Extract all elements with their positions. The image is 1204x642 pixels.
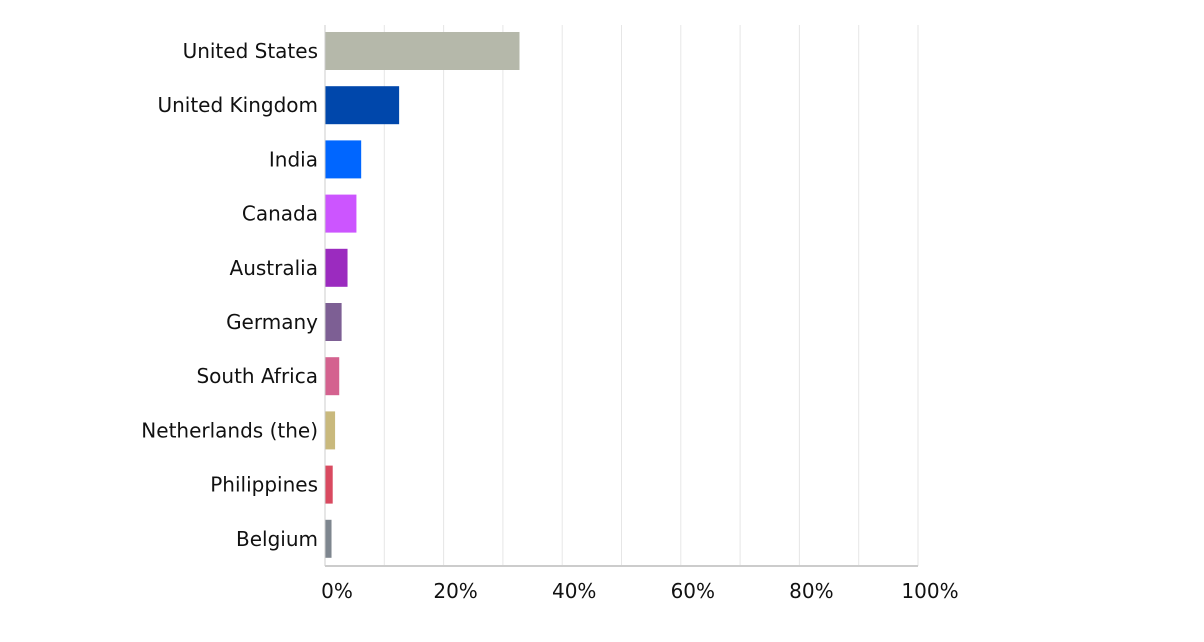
category-label: United Kingdom [157,93,318,117]
bar [325,519,332,558]
gridlines [383,25,919,566]
category-label: Germany [226,310,318,334]
x-axis-tick-labels: 0% 20% 40% 60% 80% 100% [321,579,958,603]
category-label: Netherlands (the) [141,418,318,442]
bar [325,140,362,179]
x-tick-label: 80% [789,579,833,603]
category-labels: United States United Kingdom India Canada Au… [141,39,318,551]
bar [325,465,333,504]
bar [325,86,400,125]
x-tick-label: 20% [433,579,477,603]
bar [325,303,342,341]
category-label: Australia [230,256,318,280]
bar [325,194,357,233]
category-label: South Africa [196,364,318,388]
bar [325,32,520,70]
category-label: Belgium [236,527,318,551]
x-tick-label: 100% [901,579,958,603]
x-tick-label: 0% [321,579,353,603]
category-label: United States [183,39,318,63]
x-tick-label: 60% [671,579,715,603]
bar [325,411,336,450]
category-label: Canada [242,202,318,226]
x-tick-label: 40% [552,579,596,603]
bars [325,32,520,558]
category-label: India [269,147,318,171]
bar [325,248,348,287]
bar [325,357,340,396]
category-label: Philippines [210,473,318,497]
